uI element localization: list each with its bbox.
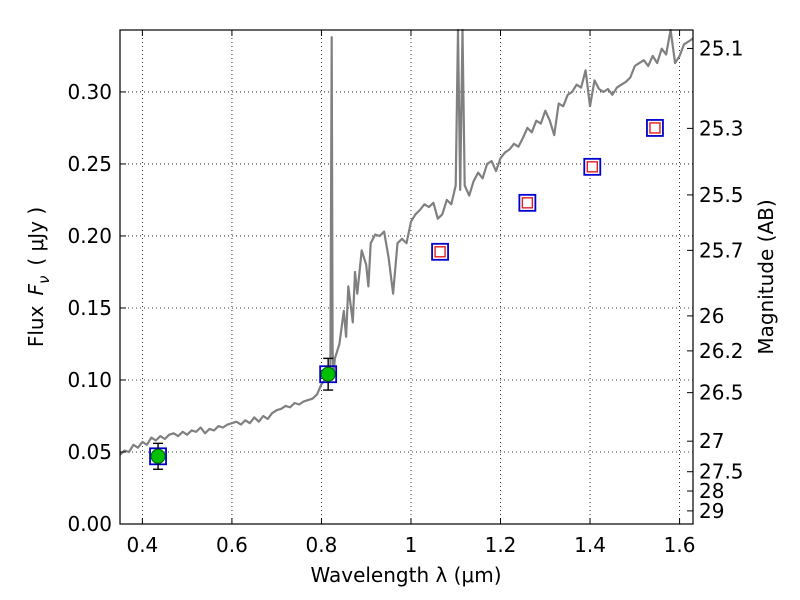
magnitude-tick-label: 28 [699, 479, 724, 503]
magnitude-tick-label: 25.1 [699, 36, 744, 60]
y-tick-label: 0.15 [67, 296, 112, 320]
x-tick-label: 1.2 [485, 533, 517, 557]
magnitude-axis-label: Magnitude (AB) [754, 199, 778, 354]
prediction-inner-square [521, 197, 534, 209]
plot-frame [119, 29, 694, 525]
spectrum-layer [119, 28, 694, 456]
x-tick-label: 0.6 [216, 533, 248, 557]
x-tick-label: 1.4 [574, 533, 606, 557]
y-axis-label-flux: Flux [24, 305, 48, 347]
magnitude-tick-label: 26 [699, 304, 724, 328]
y-tick-label: 0.05 [67, 440, 112, 464]
x-tick-label: 1 [405, 533, 418, 557]
spectrum-line [119, 28, 694, 456]
magnitude-tick-label: 27 [699, 429, 724, 453]
prediction-inner-square [434, 246, 446, 258]
y-tick-label: 0.20 [67, 224, 112, 248]
magnitude-tick-label: 25.5 [699, 183, 744, 207]
magnitude-tick-label: 26.2 [699, 339, 744, 363]
detection-point [150, 448, 166, 464]
y-axis-label-symbol: F [24, 284, 48, 296]
marker-layer [149, 119, 664, 470]
x-tick-label: 0.8 [306, 533, 338, 557]
magnitude-tick-label: 26.5 [699, 381, 744, 405]
magnitude-tick-label: 29 [699, 499, 724, 523]
prediction-inner-square [649, 122, 661, 134]
x-tick-label: 0.4 [126, 533, 158, 557]
magnitude-tick-label: 27.5 [699, 460, 744, 484]
y-tick-label: 0.25 [67, 152, 112, 176]
y-tick-label: 0.00 [67, 512, 112, 536]
y-tick-label: 0.10 [67, 368, 112, 392]
y-axis-label-unit: ( μJy ) [24, 207, 48, 266]
magnitude-tick-label: 25.7 [699, 238, 744, 262]
x-axis-label: Wavelength λ (μm) [310, 563, 501, 587]
y-axis-label: Flux Fν ( μJy ) [24, 207, 53, 347]
detection-point [320, 366, 336, 382]
axes-ticks: 0.4 0.6 0.8 1 1.2 1.4 1.6 0.00 0.05 0.10 0.15 0.20 0… [67, 30, 744, 557]
y-tick-label: 0.30 [67, 80, 112, 104]
y-axis-label-subscript: ν [35, 276, 53, 284]
prediction-inner-square [586, 161, 598, 173]
magnitude-tick-label: 25.3 [699, 116, 744, 140]
x-tick-label: 1.6 [664, 533, 696, 557]
